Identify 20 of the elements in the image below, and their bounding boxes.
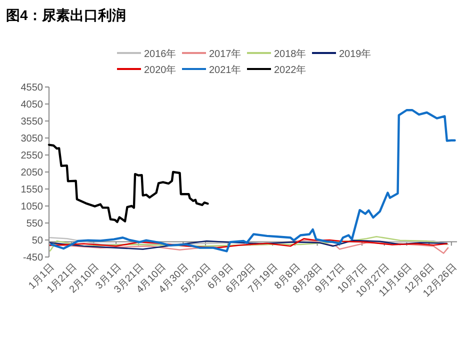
y-tick-label: -450 (22, 252, 44, 264)
y-tick-label: 2550 (20, 150, 44, 162)
y-tick-label: 550 (26, 218, 44, 230)
y-tick-label: 3550 (20, 116, 44, 128)
legend-label: 2021年 (209, 64, 242, 76)
y-tick-label: 1550 (20, 184, 44, 196)
legend-label: 2016年 (144, 48, 176, 60)
line-series (48, 144, 209, 224)
y-tick-label: 50 (32, 236, 44, 246)
y-tick-label: 4550 (20, 82, 44, 94)
y-tick-label: 4050 (20, 100, 44, 110)
y-tick-label: 3050 (20, 134, 44, 144)
legend-label: 2019年 (339, 48, 372, 60)
y-tick-label: 2050 (20, 168, 44, 178)
chart-title: 图4：尿素出口利润 (6, 7, 126, 23)
legend-label: 2022年 (274, 64, 306, 76)
legend-label: 2020年 (144, 64, 176, 76)
legend-label: 2017年 (209, 48, 242, 60)
y-tick-label: 1050 (20, 202, 44, 212)
legend-label: 2018年 (274, 48, 306, 60)
